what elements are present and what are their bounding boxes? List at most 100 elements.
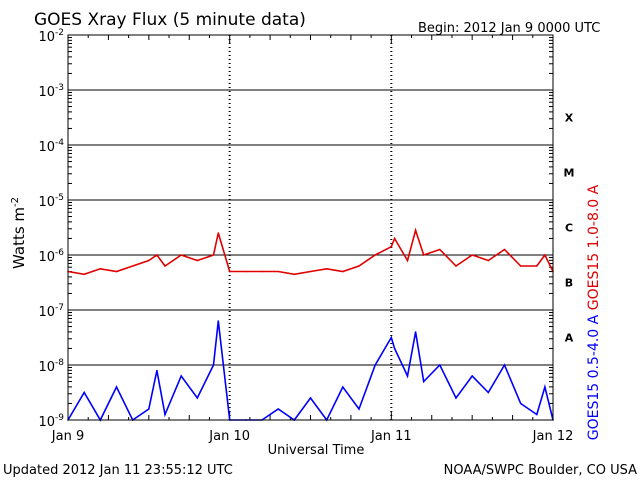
y-tick-label: 10-7 — [38, 303, 64, 320]
data-point — [212, 364, 215, 366]
data-point — [156, 254, 158, 256]
data-point — [217, 232, 220, 234]
data-point — [406, 375, 409, 377]
data-point — [393, 347, 396, 350]
data-point — [487, 259, 490, 262]
y-tick-exp: -3 — [55, 83, 64, 93]
y-axis-label-sup: -2 — [10, 197, 21, 207]
y-axis-title: Watts m-2 — [10, 197, 28, 269]
data-point — [309, 270, 312, 273]
y-tick-exp: -6 — [55, 248, 64, 258]
x-tick-label: Jan 9 — [51, 429, 84, 444]
data-point — [83, 391, 85, 394]
series-legend: GOES15 1.0-8.0 A GOES15 0.5-4.0 A — [586, 184, 602, 440]
y-tick-label: 10-6 — [38, 248, 64, 265]
flare-class-labels: X M C B A — [564, 112, 575, 345]
data-point — [519, 402, 522, 405]
y-tick-labels: 10-210-310-410-510-610-710-810-9 — [38, 28, 64, 430]
begin-label: Begin: 2012 Jan 9 0000 UTC — [418, 21, 600, 36]
updated-timestamp: Updated 2012 Jan 11 23:55:12 UTC — [3, 463, 233, 478]
data-point — [156, 369, 158, 372]
data-point — [196, 259, 199, 262]
y-tick-exp: -9 — [55, 413, 64, 423]
data-point — [406, 259, 409, 262]
data-point — [131, 265, 134, 267]
data-point — [180, 254, 182, 256]
data-point — [261, 270, 263, 273]
data-point — [217, 320, 220, 322]
data-point — [455, 265, 457, 267]
data-point — [358, 408, 360, 410]
data-point — [358, 265, 360, 267]
data-point — [422, 254, 425, 256]
data-point — [99, 268, 102, 270]
axis-ticks — [67, 35, 554, 420]
legend-entry: GOES15 1.0-8.0 A — [586, 184, 602, 310]
x-tick-label: Jan 12 — [532, 429, 574, 444]
data-point — [455, 397, 457, 399]
data-point — [164, 265, 166, 267]
y-tick-base: 10 — [38, 140, 55, 155]
series-layer — [67, 227, 554, 422]
data-point — [544, 254, 546, 256]
data-point — [277, 408, 280, 410]
data-point — [115, 270, 118, 273]
x-axis-label: Universal Time — [268, 443, 365, 458]
y-tick-label: 10-5 — [38, 193, 64, 210]
flare-class-a: A — [565, 332, 574, 345]
data-point — [503, 248, 506, 251]
legend-label: GOES15 0.5-4.0 A — [586, 314, 602, 440]
y-tick-label: 10-3 — [38, 83, 64, 100]
data-point — [180, 375, 182, 377]
plot-grid — [68, 35, 553, 420]
y-tick-label: 10-8 — [38, 358, 64, 375]
data-point — [325, 268, 328, 270]
y-tick-exp: -5 — [55, 193, 64, 203]
y-tick-exp: -8 — [55, 358, 64, 368]
legend-label: GOES15 1.0-8.0 A — [586, 184, 602, 310]
data-point — [196, 397, 199, 399]
data-point — [422, 380, 425, 383]
data-point — [390, 245, 393, 248]
data-point — [212, 254, 215, 256]
y-tick-label: 10-2 — [38, 28, 64, 45]
y-tick-exp: -7 — [55, 303, 64, 313]
data-point — [309, 397, 312, 399]
data-point — [148, 259, 150, 262]
data-point — [228, 270, 231, 273]
data-point — [471, 254, 474, 256]
data-point — [503, 364, 506, 366]
data-point — [374, 254, 377, 256]
y-axis-label: Watts m — [10, 207, 28, 269]
flare-class-b: B — [565, 277, 573, 290]
data-point — [414, 331, 417, 333]
chart-title: GOES Xray Flux (5 minute data) — [34, 10, 306, 30]
data-point — [115, 386, 118, 388]
data-point — [414, 229, 417, 232]
y-tick-base: 10 — [38, 250, 55, 265]
data-point — [245, 270, 247, 273]
data-point — [342, 270, 344, 273]
y-tick-exp: -2 — [55, 28, 64, 38]
flare-class-c: C — [565, 222, 573, 235]
y-tick-base: 10 — [38, 85, 55, 100]
data-point — [544, 386, 546, 388]
series-line-0 — [67, 227, 554, 276]
flare-class-x: X — [565, 112, 574, 125]
y-tick-label: 10-4 — [38, 138, 64, 155]
data-point — [536, 413, 538, 416]
flare-class-m: M — [564, 167, 575, 180]
x-tick-labels: Jan 9 Jan 10 Jan 11 Jan 12 — [51, 429, 574, 444]
y-tick-base: 10 — [38, 30, 55, 45]
y-tick-exp: -4 — [55, 138, 64, 148]
series-line-1 — [67, 320, 554, 422]
data-point — [390, 336, 393, 339]
svg-text:Watts m-2: Watts m-2 — [10, 197, 28, 269]
data-point — [536, 265, 538, 267]
data-point — [374, 364, 377, 366]
data-point — [519, 265, 522, 267]
data-point — [164, 413, 166, 416]
plot-frame — [67, 34, 554, 421]
x-tick-label: Jan 11 — [370, 429, 412, 444]
